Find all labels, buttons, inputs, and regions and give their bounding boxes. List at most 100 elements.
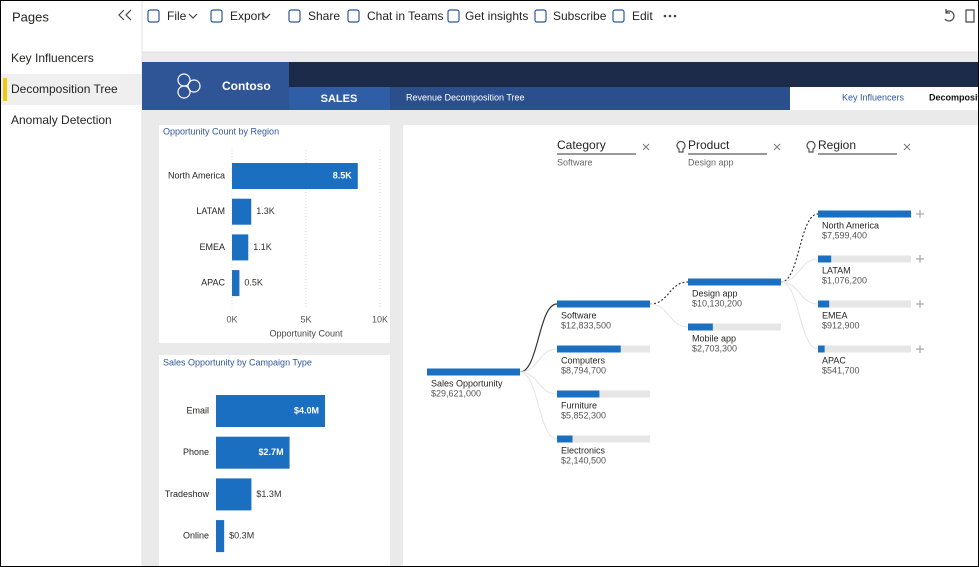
connector (519, 371, 558, 395)
x-tick-label: 10K (372, 314, 388, 324)
tree-bar[interactable] (818, 345, 825, 353)
active-page-indicator (3, 78, 7, 101)
bar-track (818, 345, 911, 353)
tab[interactable]: Decomposition Tree (929, 92, 979, 102)
tree-bar[interactable] (557, 390, 600, 398)
toolbar-item[interactable]: File (167, 9, 187, 23)
bar[interactable] (216, 436, 290, 469)
data-label: 1.3K (256, 206, 275, 216)
x-tick-label: 5K (300, 314, 311, 324)
level-header: Region (818, 138, 856, 152)
logo-icon (177, 73, 201, 99)
bar[interactable] (216, 520, 225, 553)
toolbar-icon[interactable] (534, 9, 547, 23)
section[interactable]: SALES (321, 93, 358, 105)
node-name: Furniture (561, 400, 597, 410)
y-tick-label: Online (183, 530, 209, 540)
toolbar-icon[interactable] (288, 9, 301, 23)
toolbar-item[interactable]: Export (230, 9, 265, 23)
node-name: Design app (692, 288, 738, 298)
connector (519, 371, 558, 440)
y-tick-label: Phone (183, 447, 209, 457)
node-value: $2,703,300 (692, 343, 737, 353)
bar-track (688, 323, 781, 331)
pane-title: Pages (12, 9, 49, 24)
dropdown-chevron[interactable] (188, 13, 198, 19)
toolbar-icon[interactable] (147, 9, 160, 23)
bulb-icon (806, 141, 816, 153)
expand-icon[interactable] (916, 210, 924, 218)
toolbar-item[interactable]: Share (308, 9, 340, 23)
connector (780, 258, 819, 283)
reset-icon[interactable] (965, 9, 975, 23)
node-value: $912,900 (822, 320, 860, 330)
tree-bar[interactable] (688, 278, 781, 286)
more-icon[interactable] (663, 14, 677, 18)
section-tab[interactable] (289, 87, 390, 110)
bar[interactable] (216, 478, 252, 511)
data-label: $0.3M (229, 530, 254, 540)
tree-bar[interactable] (557, 345, 621, 353)
remove-icon[interactable] (773, 143, 781, 151)
expand-icon[interactable] (916, 345, 924, 353)
tree-bar[interactable] (427, 368, 520, 376)
bar[interactable] (232, 270, 240, 297)
node-value: $5,852,300 (561, 410, 606, 420)
tab-bar (790, 87, 979, 110)
brand: Contoso (222, 79, 271, 93)
toolbar-icon[interactable] (612, 9, 625, 23)
expand-icon[interactable] (916, 300, 924, 308)
tree-bar[interactable] (557, 435, 573, 443)
node-value: $10,130,200 (692, 298, 742, 308)
toolbar-item[interactable]: Edit (632, 9, 653, 23)
bar[interactable] (232, 198, 252, 225)
data-label: 8.5K (333, 170, 353, 180)
toolbar-item[interactable]: Chat in Teams (367, 9, 443, 23)
collapse-icon[interactable] (118, 9, 132, 21)
bar[interactable] (232, 163, 358, 189)
bar-track (557, 390, 650, 398)
y-tick-label: Tradeshow (165, 489, 210, 499)
level-header: Category (557, 138, 606, 152)
connector (519, 348, 558, 373)
bar[interactable] (216, 395, 325, 427)
page-item[interactable]: Key Influencers (11, 51, 94, 65)
x-axis-title: Opportunity Count (269, 328, 343, 338)
node-name: APAC (822, 355, 846, 365)
tree-bar[interactable] (818, 210, 911, 218)
card (159, 125, 390, 343)
tree-bar[interactable] (688, 323, 713, 331)
toolbar-item[interactable]: Subscribe (553, 9, 607, 23)
level-header: Product (688, 138, 730, 152)
connector (780, 281, 819, 350)
tree-bar[interactable] (557, 300, 650, 308)
node-value: $2,140,500 (561, 455, 606, 465)
tree-bar[interactable] (818, 300, 830, 308)
tree-bar[interactable] (818, 255, 832, 263)
connector (519, 303, 558, 373)
toolbar-icon[interactable] (210, 9, 223, 23)
node-value: $1,076,200 (822, 275, 867, 285)
connector (649, 303, 689, 328)
active-page-highlight (1, 74, 142, 105)
toolbar-item[interactable]: Get insights (465, 9, 528, 23)
x-tick-label: 0K (226, 314, 237, 324)
toolbar-icon[interactable] (347, 9, 360, 23)
level-selection: Software (557, 157, 593, 167)
bar[interactable] (232, 234, 249, 261)
tab[interactable]: Key Influencers (842, 92, 905, 102)
remove-icon[interactable] (903, 143, 911, 151)
bar-track (557, 435, 650, 443)
toolbar-icon[interactable] (447, 9, 460, 23)
node-value: $12,833,500 (561, 320, 611, 330)
remove-icon[interactable] (642, 143, 650, 151)
bar-track (818, 255, 911, 263)
expand-icon[interactable] (916, 255, 924, 263)
page-item[interactable]: Decomposition Tree (11, 82, 118, 96)
dropdown-chevron[interactable] (261, 13, 271, 19)
undo-icon[interactable] (944, 9, 955, 22)
node-name: EMEA (822, 310, 848, 320)
data-label: $2.7M (259, 447, 284, 457)
page-item[interactable]: Anomaly Detection (11, 113, 112, 127)
